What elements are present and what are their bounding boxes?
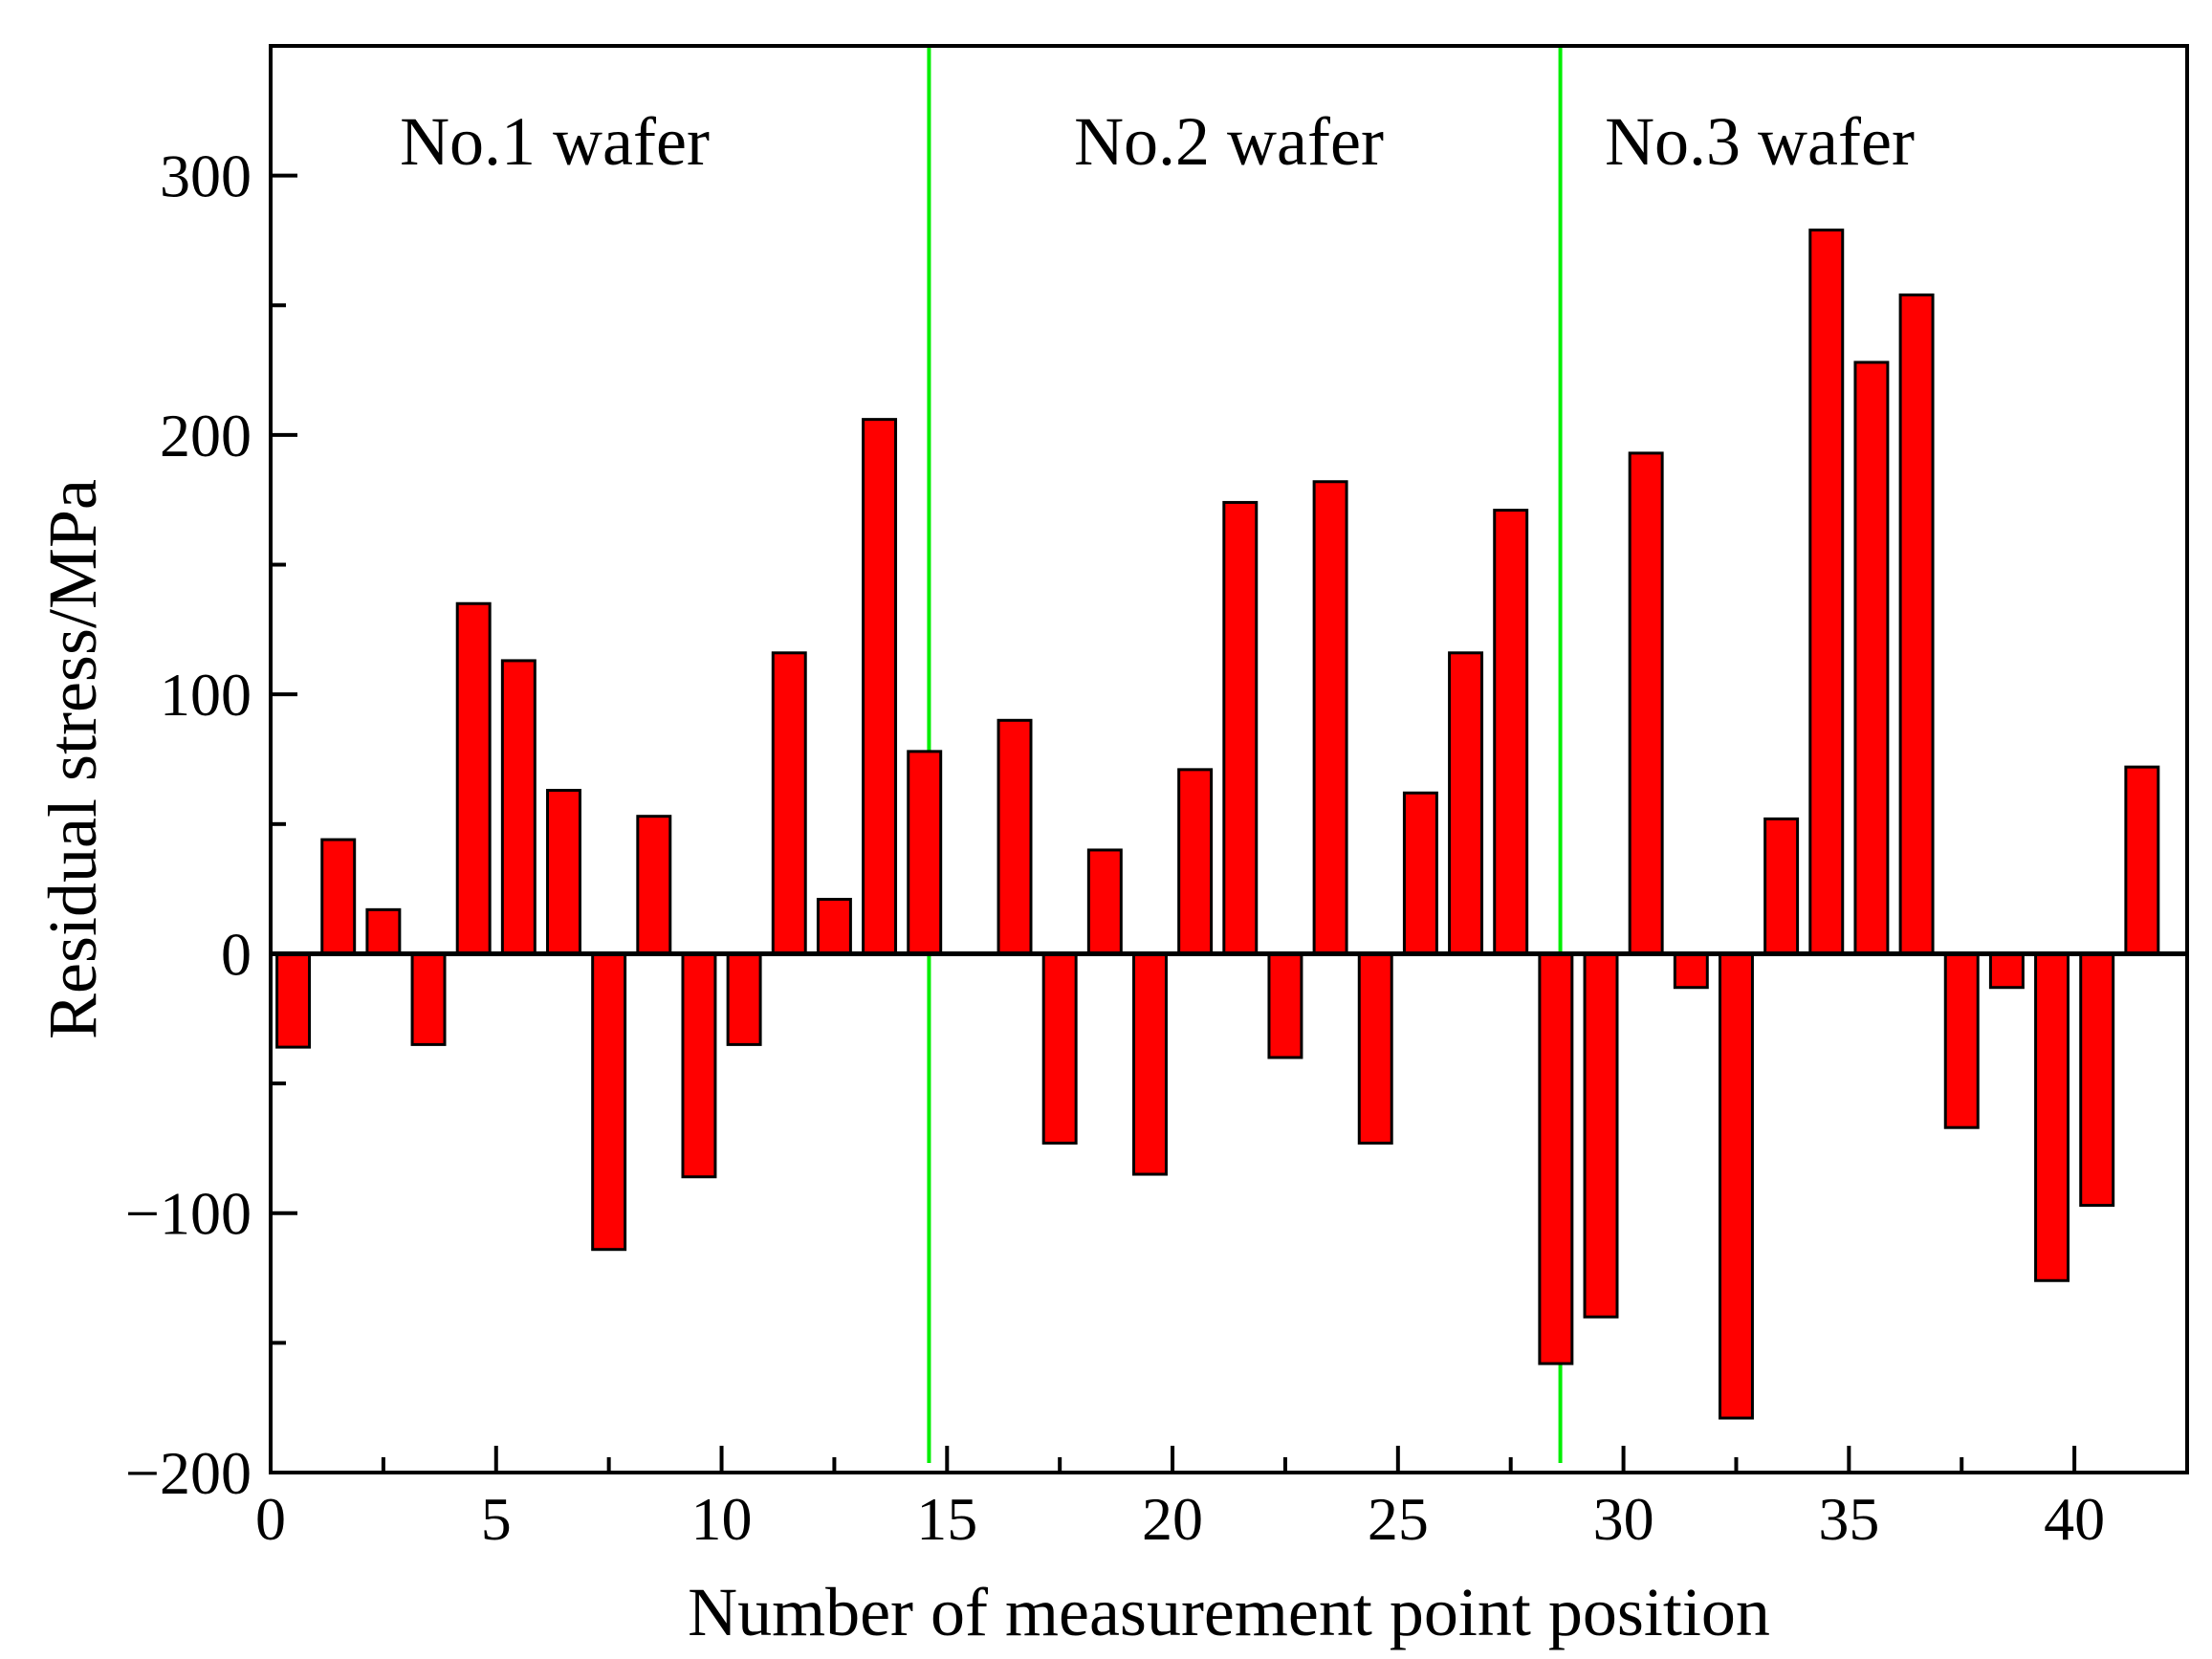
x-axis: 0 5 10 15 20 25 30 35 40 (255, 1446, 2105, 1553)
bar-point-2 (320, 838, 357, 955)
bar-point-36 (1853, 360, 1890, 955)
bar-point-17 (996, 718, 1033, 955)
bar-point-11 (726, 951, 762, 1046)
y-axis-title: Residual stress/MPa (34, 479, 111, 1039)
bar-point-7 (546, 789, 581, 955)
bar-point-8 (591, 951, 627, 1252)
x-tick-label: 5 (481, 1485, 512, 1553)
bar-point-22 (1222, 500, 1259, 955)
x-tick-label: 20 (1142, 1485, 1203, 1553)
x-tick-label: 15 (916, 1485, 977, 1553)
plot-frame (269, 44, 2189, 1474)
bar-point-30 (1583, 951, 1619, 1319)
bar-point-20 (1132, 951, 1168, 1176)
y-tick-label: 0 (221, 920, 252, 988)
bar-point-21 (1177, 768, 1214, 955)
bar-point-3 (365, 907, 402, 955)
bar-point-14 (862, 418, 898, 955)
bar-point-29 (1538, 951, 1574, 1365)
bar-point-10 (681, 951, 717, 1179)
x-tick-label: 10 (691, 1485, 753, 1553)
bar-point-25 (1357, 951, 1393, 1145)
wafer-label-2: No.2 wafer (1074, 103, 1384, 180)
x-tick-label: 25 (1368, 1485, 1429, 1553)
bar-point-40 (2034, 951, 2070, 1282)
x-tick-label: 30 (1593, 1485, 1654, 1553)
bar-point-19 (1086, 848, 1123, 955)
bar-point-13 (816, 897, 852, 955)
y-tick-label: −100 (125, 1180, 252, 1248)
bar-point-42 (2124, 765, 2160, 955)
y-tick-label: −200 (125, 1439, 252, 1507)
bar-point-41 (2079, 951, 2115, 1208)
bar-point-1 (275, 951, 312, 1049)
bar-point-24 (1312, 480, 1348, 955)
bar-point-23 (1267, 951, 1303, 1059)
bar-point-34 (1763, 817, 1800, 955)
bar-point-18 (1041, 951, 1078, 1145)
x-tick-label: 35 (1818, 1485, 1879, 1553)
y-tick-label: 300 (160, 142, 252, 210)
y-axis: 300 200 100 0 −100 −200 (125, 44, 297, 1507)
bar-point-6 (500, 659, 537, 955)
x-axis-title: Number of measurement point position (688, 1574, 1770, 1650)
bar-point-33 (1718, 951, 1754, 1420)
wafer-label-1: No.1 wafer (400, 103, 710, 180)
bar-point-28 (1493, 509, 1529, 955)
x-tick-label: 0 (255, 1485, 286, 1553)
bar-point-38 (1943, 951, 1980, 1129)
bar-point-12 (771, 651, 807, 955)
wafer-label-3: No.3 wafer (1605, 103, 1915, 180)
bar-point-9 (636, 815, 672, 955)
bar-point-32 (1673, 951, 1709, 990)
x-tick-label: 40 (2044, 1485, 2105, 1553)
y-tick-label: 100 (160, 661, 252, 729)
bar-point-31 (1628, 451, 1664, 955)
bar-point-26 (1402, 791, 1438, 955)
bars-group (275, 229, 2160, 1420)
bar-point-4 (410, 951, 447, 1046)
y-tick-label: 200 (160, 402, 252, 469)
bar-point-27 (1448, 651, 1484, 955)
bar-point-5 (455, 601, 492, 955)
bar-point-15 (907, 750, 943, 955)
bar-point-39 (1988, 951, 2025, 990)
wafer-labels: No.1 wafer No.2 wafer No.3 wafer (400, 103, 1915, 180)
bar-point-35 (1808, 229, 1845, 955)
bar-point-37 (1898, 293, 1935, 955)
